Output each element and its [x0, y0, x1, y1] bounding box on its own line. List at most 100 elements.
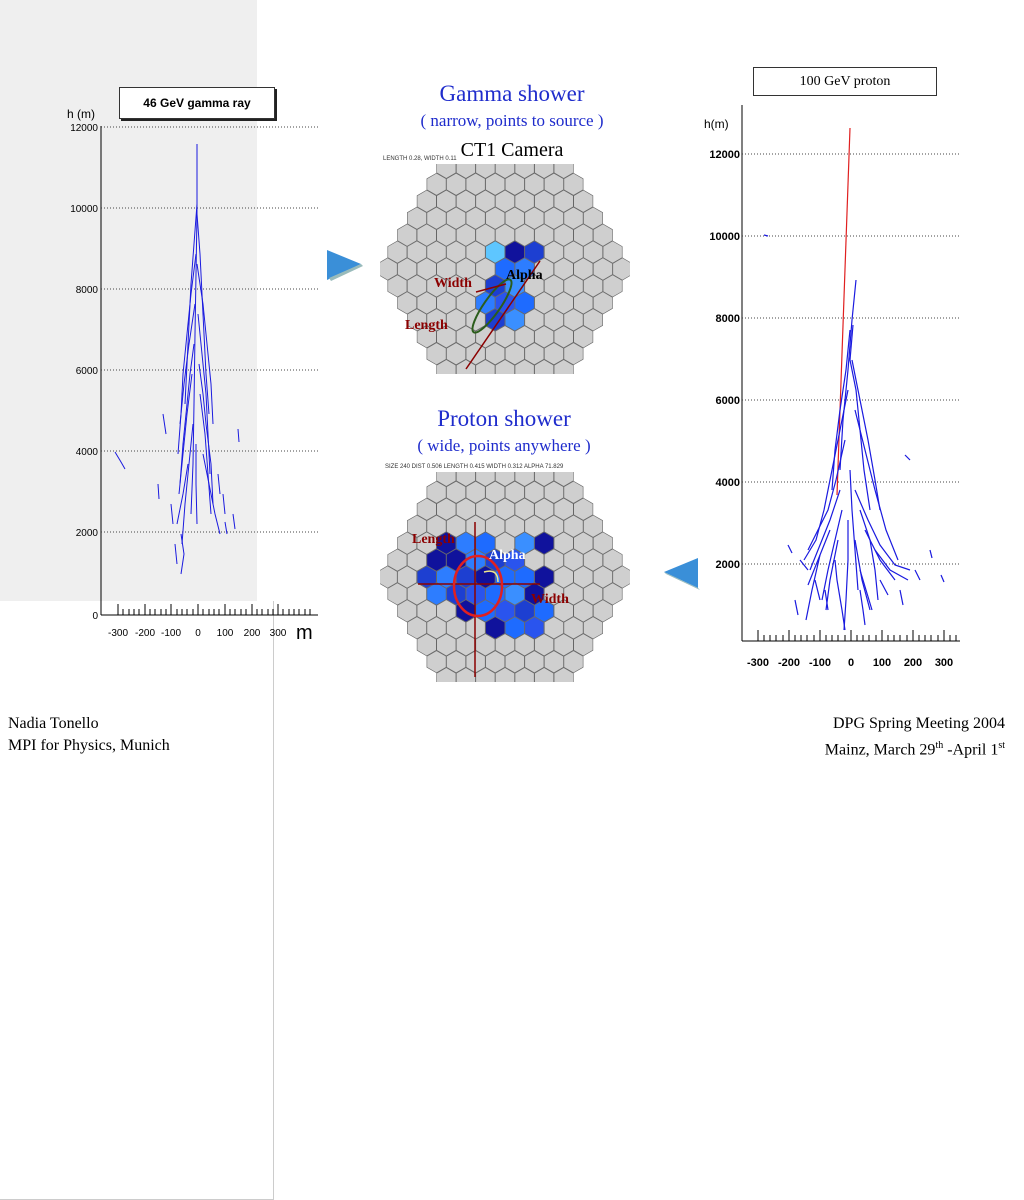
- camera-pixel: [504, 548, 525, 572]
- camera-pixel: [495, 223, 515, 247]
- camera-pixel: [436, 531, 457, 555]
- x-tick: 0: [848, 657, 854, 669]
- camera-pixel: [456, 223, 476, 247]
- camera-pixel: [524, 480, 545, 504]
- camera-pixel: [485, 480, 506, 504]
- camera-pixel: [475, 633, 496, 657]
- date-sup-st: st: [998, 740, 1005, 751]
- camera-pixel: [573, 325, 594, 349]
- camera-pixel: [426, 582, 447, 606]
- camera-pixel: [563, 172, 584, 196]
- camera-pixel: [534, 325, 554, 349]
- camera-pixel: [514, 189, 535, 213]
- date-mid: -April 1: [943, 741, 999, 759]
- camera-pixel: [406, 240, 427, 264]
- camera-pixel: [426, 548, 447, 572]
- camera-pixel: [534, 531, 554, 555]
- y-tick: 6000: [716, 395, 740, 407]
- x-tick: -300: [747, 657, 769, 669]
- camera-pixel: [495, 497, 515, 521]
- camera-pixel: [426, 274, 447, 298]
- camera-pixel: [436, 359, 457, 374]
- arrow-left-icon: [664, 558, 700, 590]
- camera-pixel: [456, 472, 476, 487]
- camera-pixel: [514, 472, 535, 487]
- camera-pixel: [397, 223, 418, 247]
- camera-pixel: [593, 531, 613, 555]
- arrow-right-icon: [327, 250, 363, 281]
- camera-pixel: [602, 582, 623, 606]
- camera-pixel: [426, 308, 447, 332]
- camera-pixel: [426, 342, 447, 366]
- camera-pixel: [426, 480, 447, 504]
- camera-pixel: [553, 257, 574, 281]
- camera-pixel: [534, 291, 554, 315]
- proton-alpha-label: Alpha: [489, 548, 526, 563]
- camera-pixel: [475, 223, 496, 247]
- camera-pixel: [524, 274, 545, 298]
- camera-pixel: [495, 189, 515, 213]
- camera-pixel: [456, 291, 476, 315]
- x-axis-unit-label: m: [296, 622, 313, 644]
- camera-pixel: [593, 291, 613, 315]
- camera-pixel: [416, 531, 437, 555]
- camera-pixel: [524, 548, 545, 572]
- camera-pixel: [426, 240, 447, 264]
- camera-pixel: [406, 308, 427, 332]
- camera-pixel: [524, 650, 545, 674]
- camera-pixel: [583, 308, 603, 332]
- camera-pixel: [397, 257, 418, 281]
- camera-pixel: [436, 497, 457, 521]
- y-tick-labels: 2000 4000 6000 8000 10000 12000: [709, 149, 740, 571]
- camera-pixel: [446, 582, 466, 606]
- x-tick: 100: [873, 657, 891, 669]
- proton-heading: Proton shower: [437, 406, 571, 431]
- proton-hillas-ellipse: [452, 554, 504, 618]
- x-tick: -200: [778, 657, 800, 669]
- camera-pixel: [563, 342, 584, 366]
- camera-pixel: [524, 616, 545, 640]
- camera-pixel: [446, 342, 466, 366]
- camera-pixel: [416, 633, 437, 657]
- camera-pixel: [406, 514, 427, 538]
- camera-pixel: [406, 206, 427, 230]
- camera-pixel: [514, 531, 535, 555]
- gamma-width-label: Width: [434, 276, 472, 291]
- camera-pixel: [544, 480, 564, 504]
- camera-pixel: [534, 189, 554, 213]
- camera-pixel: [416, 291, 437, 315]
- camera-pixel: [534, 633, 554, 657]
- camera-pixel: [583, 548, 603, 572]
- camera-pixel: [436, 325, 457, 349]
- x-tick-labels: -300 -200 -100 0 100 200 300: [747, 657, 953, 669]
- camera-pixel: [563, 240, 584, 264]
- y-axis-label: h (m): [67, 107, 95, 121]
- camera-pixel: [485, 616, 506, 640]
- event-name: DPG Spring Meeting 2004: [833, 715, 1005, 732]
- camera-pixel: [397, 599, 418, 623]
- camera-pixel: [553, 359, 574, 374]
- camera-pixel: [387, 240, 408, 264]
- camera-pixel: [416, 565, 437, 589]
- camera-pixel: [553, 291, 574, 315]
- y-tick: 2000: [716, 559, 740, 571]
- y-tick: 10000: [709, 231, 740, 243]
- camera-pixel: [524, 308, 545, 332]
- camera-pixel: [524, 240, 545, 264]
- camera-pixel: [544, 342, 564, 366]
- gamma-shower-tracks: [114, 144, 240, 575]
- camera-pixel: [465, 172, 486, 196]
- camera-pixel: [602, 548, 623, 572]
- y-tick: 2000: [76, 528, 99, 539]
- camera-pixel: [436, 223, 457, 247]
- camera-pixel: [504, 582, 525, 606]
- camera-pixel: [446, 240, 466, 264]
- event-date: Mainz, March 29th -April 1st: [825, 735, 1005, 761]
- camera-pixel: [544, 514, 564, 538]
- camera-pixel: [465, 480, 486, 504]
- x-tick: -100: [809, 657, 831, 669]
- camera-pixel: [553, 189, 574, 213]
- x-tick: -300: [108, 628, 128, 639]
- proton-camera-image: [380, 472, 630, 682]
- camera-pixel: [456, 497, 476, 521]
